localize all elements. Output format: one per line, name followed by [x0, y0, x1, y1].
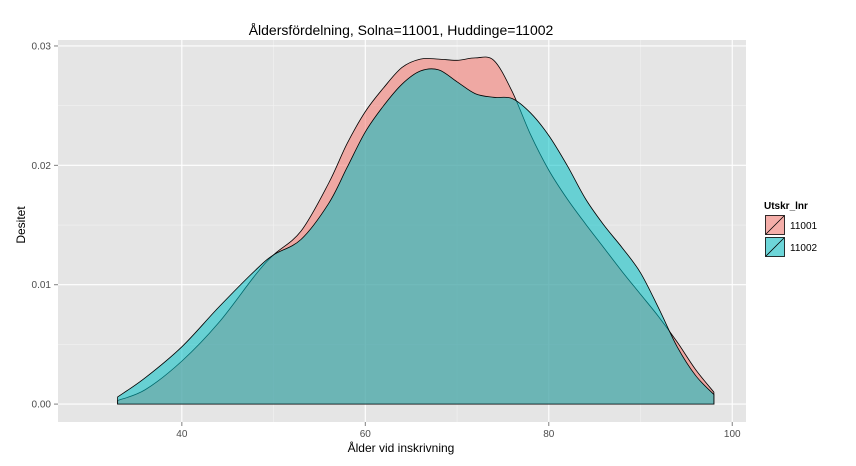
- chart-title: Åldersfördelning, Solna=11001, Huddinge=…: [249, 22, 554, 38]
- x-tick-label: 40: [176, 429, 188, 440]
- density-areas: [117, 56, 715, 405]
- legend-key-slash: [765, 215, 785, 235]
- density-area-11002: [117, 68, 715, 405]
- y-tick-label: 0.01: [32, 280, 52, 291]
- legend-label-11002: 11002: [790, 243, 818, 254]
- y-axis: 0.00 0.01 0.02 0.03: [32, 41, 58, 411]
- y-axis-title: Desitet: [14, 206, 28, 244]
- legend-label-11001: 11001: [790, 221, 818, 232]
- y-tick-label: 0.02: [32, 161, 52, 172]
- y-tick-label: 0.00: [32, 400, 52, 411]
- x-tick-label: 80: [543, 429, 555, 440]
- y-tick-label: 0.03: [32, 41, 52, 52]
- legend-title: Utskr_lnr: [764, 201, 808, 212]
- legend: Utskr_lnr 11001 11002: [764, 201, 818, 258]
- legend-key-slash: [765, 237, 785, 257]
- x-axis: 40 60 80 100: [176, 422, 741, 440]
- x-tick-label: 60: [360, 429, 372, 440]
- x-tick-label: 100: [724, 429, 741, 440]
- x-axis-title: Ålder vid inskrivning: [348, 440, 455, 455]
